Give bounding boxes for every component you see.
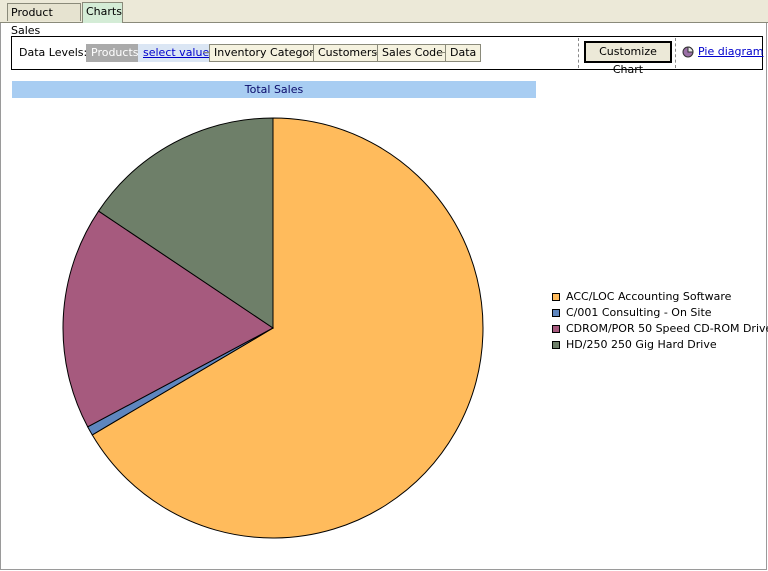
legend-item: CDROM/POR 50 Speed CD-ROM Drive: [552, 321, 768, 337]
pie-diagram-option[interactable]: Pie diagram: [682, 45, 763, 58]
level-connector: [440, 52, 445, 53]
level-inventory-category[interactable]: Inventory Category: [209, 44, 326, 62]
pie-chart-icon: [682, 46, 694, 58]
tab-charts[interactable]: Charts: [82, 2, 123, 23]
pie-slice[interactable]: [97, 117, 274, 329]
pie-slice[interactable]: [91, 117, 484, 539]
level-sales-code[interactable]: Sales Code: [377, 44, 448, 62]
legend-label: CDROM/POR 50 Speed CD-ROM Drive: [566, 322, 768, 335]
level-customers[interactable]: Customers: [313, 44, 383, 62]
select-value-link[interactable]: select value: [138, 44, 215, 62]
legend-swatch: [552, 309, 560, 317]
level-connector: [203, 52, 209, 53]
legend-label: HD/250 250 Gig Hard Drive: [566, 338, 717, 351]
legend-item: HD/250 250 Gig Hard Drive: [552, 337, 768, 353]
separator: [675, 38, 676, 68]
data-levels-bar: Data Levels: Products select value Inven…: [11, 36, 763, 76]
pie-diagram-label: Pie diagram: [698, 45, 764, 58]
data-levels-label: Data Levels:: [19, 46, 88, 59]
chart-legend: ACC/LOC Accounting Software C/001 Consult…: [552, 289, 768, 353]
legend-label: C/001 Consulting - On Site: [566, 306, 712, 319]
chart-panel: [0, 23, 767, 570]
level-data[interactable]: Data: [445, 44, 482, 62]
level-products[interactable]: Products: [86, 44, 144, 62]
tab-bar: Product Sales Charts: [0, 0, 768, 37]
legend-swatch: [552, 325, 560, 333]
legend-item: ACC/LOC Accounting Software: [552, 289, 768, 305]
legend-swatch: [552, 341, 560, 349]
legend-swatch: [552, 293, 560, 301]
level-connector: [307, 52, 313, 53]
separator: [578, 38, 579, 68]
pie-chart: [62, 117, 484, 539]
tab-product-sales[interactable]: Product Sales: [7, 3, 81, 37]
legend-label: ACC/LOC Accounting Software: [566, 290, 732, 303]
chart-title: Total Sales: [12, 81, 536, 98]
legend-item: C/001 Consulting - On Site: [552, 305, 768, 321]
level-connector: [373, 52, 377, 53]
pie-slice[interactable]: [62, 210, 274, 428]
customize-chart-button[interactable]: Customize Chart: [584, 41, 672, 76]
